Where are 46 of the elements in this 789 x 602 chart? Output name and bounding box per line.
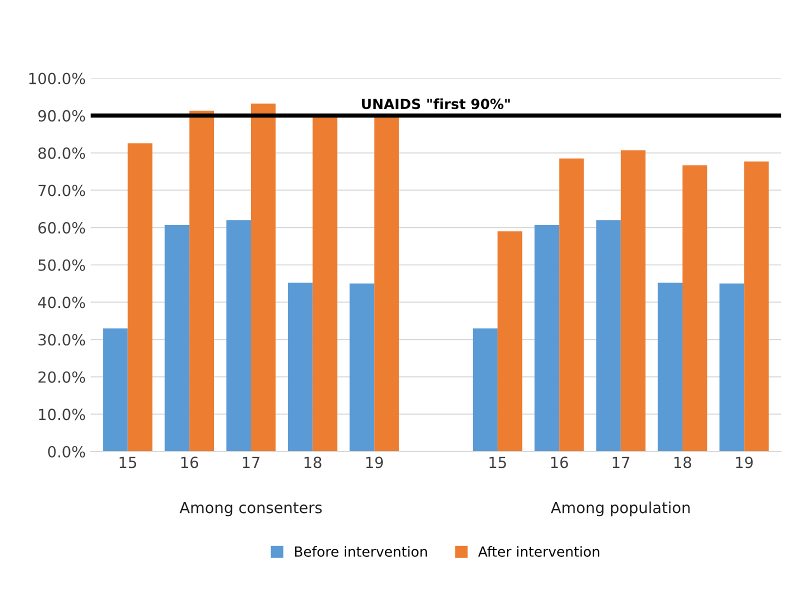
bar [103,328,128,452]
y-tick-label: 30.0% [38,334,86,346]
y-tick-label: 60.0% [38,222,86,234]
bar [374,116,399,452]
bar [128,143,152,452]
x-tick-label: 19 [736,456,753,468]
bar [744,161,769,452]
x-tick-label: 19 [366,456,383,468]
x-tick-label: 17 [242,456,260,468]
y-tick-label: 40.0% [38,296,86,308]
y-tick-label: 70.0% [38,184,86,196]
text: Among population [550,502,690,516]
bar [719,284,744,452]
bar [559,158,584,452]
y-tick-label: 80.0% [38,147,86,159]
bar [472,328,498,452]
x-tick-label: 18 [674,456,692,468]
x-tick-label: 18 [304,456,322,468]
bar [498,231,522,452]
y-tick-label: 100.0% [29,72,86,84]
legend-label: After intervention [478,546,600,557]
bar [189,110,214,452]
x-tick-label: 16 [551,456,568,468]
bar [620,150,646,452]
y-tick-label: 0.0% [48,446,86,458]
y-tick-label: 10.0% [39,408,86,420]
bar [312,116,338,452]
y-tick-label: 20.0% [38,371,86,383]
bar [596,220,621,452]
y-tick-label: 90.0% [38,110,86,122]
legend-label: Before intervention [295,546,427,557]
bar [251,104,276,452]
bar [288,282,313,452]
bar [658,282,682,452]
bar [164,224,190,452]
bar [350,284,374,452]
ref-line-label: UNAIDS "first 90%" [362,98,510,110]
y-tick-label: 50.0% [38,259,86,271]
text: Among consenters [180,502,322,516]
x-tick-label: 15 [120,456,136,468]
x-tick-label: 17 [612,456,630,468]
bar [534,224,560,452]
bar [226,220,251,452]
x-tick-label: 15 [490,456,506,468]
x-tick-label: 16 [181,456,198,468]
bar [682,165,708,452]
